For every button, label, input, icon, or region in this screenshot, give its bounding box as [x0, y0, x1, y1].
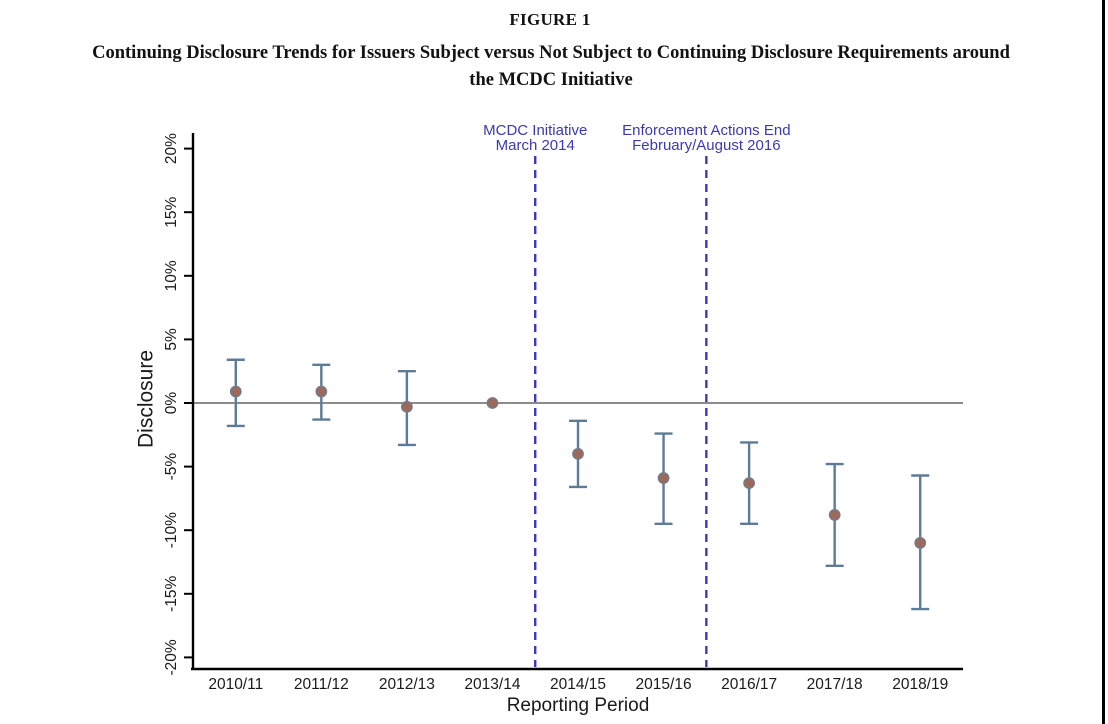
- y-tick-label: 20%: [163, 133, 180, 164]
- x-tick-label: 2011/12: [294, 676, 349, 693]
- event-label-line2: February/August 2016: [632, 137, 780, 154]
- figure-title: Continuing Disclosure Trends for Issuers…: [4, 40, 1098, 94]
- data-point: [657, 472, 670, 484]
- figure-label: FIGURE 1: [509, 10, 591, 29]
- data-point: [400, 400, 413, 413]
- x-tick-label: 2010/11: [208, 676, 263, 693]
- data-point: [572, 447, 584, 460]
- x-tick-label: 2018/19: [892, 676, 948, 693]
- x-tick-label: 2014/15: [550, 676, 606, 693]
- data-point: [828, 509, 841, 521]
- event-label-line2: March 2014: [496, 137, 575, 154]
- data-point: [743, 477, 756, 490]
- figure-title-line1: Continuing Disclosure Trends for Issuers…: [92, 43, 1010, 63]
- event-label-line1: MCDC Initiative: [483, 122, 587, 139]
- y-tick-label: 15%: [163, 196, 180, 227]
- data-point: [914, 537, 927, 549]
- y-tick-label: 0%: [163, 392, 180, 415]
- y-tick-label: -15%: [163, 575, 180, 611]
- y-axis-title: Disclosure: [135, 350, 158, 448]
- x-tick-label: 2017/18: [807, 676, 863, 693]
- data-point: [315, 385, 328, 398]
- data-point: [229, 385, 242, 398]
- x-tick-label: 2013/14: [464, 676, 520, 693]
- x-tick-label: 2016/17: [721, 676, 777, 693]
- y-tick-label: 5%: [163, 328, 180, 351]
- x-axis-title: Reporting Period: [507, 695, 650, 716]
- x-tick-label: 2015/16: [636, 676, 692, 693]
- event-label-line1: Enforcement Actions End: [622, 122, 790, 139]
- y-tick-label: 10%: [163, 260, 180, 291]
- data-point: [486, 397, 499, 409]
- y-tick-label: -20%: [163, 639, 180, 675]
- x-tick-label: 2012/13: [379, 676, 435, 693]
- y-tick-label: -10%: [163, 512, 180, 548]
- figure-title-line2: the MCDC Initiative: [469, 70, 633, 90]
- page-border: [1102, 0, 1105, 724]
- y-tick-label: -5%: [163, 453, 180, 481]
